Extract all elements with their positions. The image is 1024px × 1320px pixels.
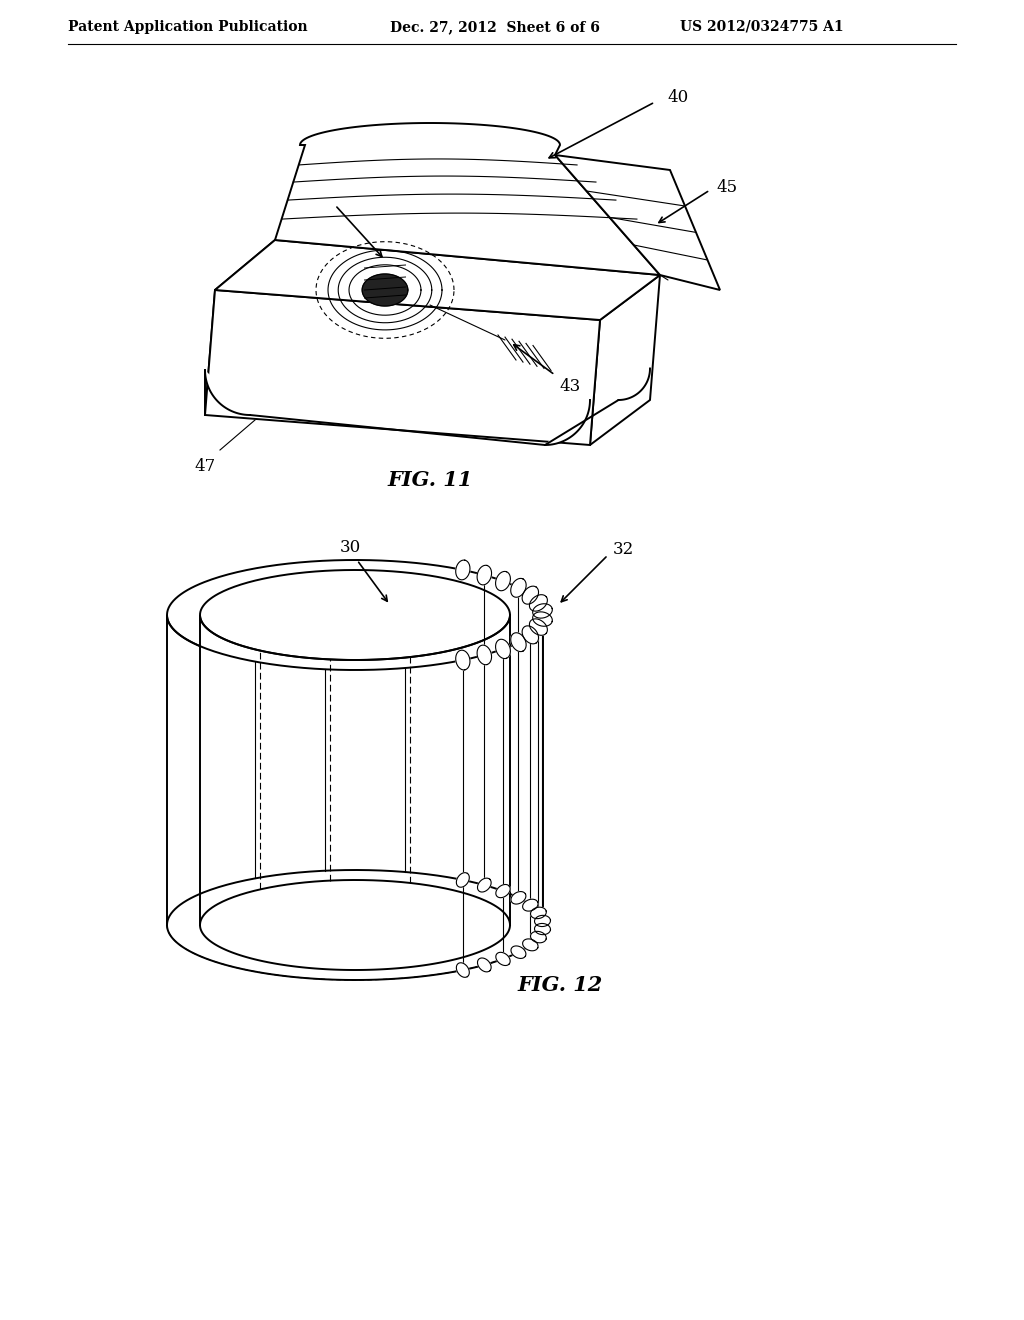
Text: US 2012/0324775 A1: US 2012/0324775 A1 (680, 20, 844, 34)
Polygon shape (529, 619, 548, 635)
Text: FIG. 11: FIG. 11 (387, 470, 473, 490)
Polygon shape (590, 275, 660, 445)
Polygon shape (477, 565, 492, 585)
Text: 32: 32 (613, 541, 634, 558)
Polygon shape (477, 645, 492, 665)
Polygon shape (215, 240, 660, 319)
Polygon shape (530, 932, 546, 942)
Polygon shape (496, 952, 510, 965)
Polygon shape (529, 595, 548, 611)
Polygon shape (511, 946, 526, 958)
Text: Patent Application Publication: Patent Application Publication (68, 20, 307, 34)
Polygon shape (200, 615, 510, 970)
Polygon shape (535, 924, 551, 935)
Polygon shape (555, 154, 720, 290)
Polygon shape (530, 907, 546, 919)
Polygon shape (522, 939, 538, 950)
Polygon shape (545, 400, 590, 445)
Polygon shape (205, 290, 600, 445)
Polygon shape (275, 123, 660, 275)
Text: 40: 40 (667, 90, 688, 107)
Polygon shape (522, 626, 539, 644)
Text: 47: 47 (195, 458, 216, 475)
Polygon shape (477, 958, 492, 972)
Text: 30: 30 (339, 539, 360, 556)
Polygon shape (456, 560, 470, 579)
Polygon shape (477, 878, 492, 892)
Polygon shape (532, 603, 552, 618)
Polygon shape (522, 586, 539, 605)
Polygon shape (532, 612, 552, 626)
Text: 43: 43 (559, 378, 581, 395)
Polygon shape (511, 632, 526, 652)
Polygon shape (457, 962, 469, 977)
Polygon shape (496, 572, 510, 591)
Polygon shape (456, 651, 470, 671)
Polygon shape (522, 899, 538, 911)
Polygon shape (535, 915, 551, 927)
Polygon shape (457, 873, 469, 887)
Polygon shape (496, 884, 510, 898)
Polygon shape (511, 578, 526, 597)
Text: FIG. 12: FIG. 12 (517, 975, 603, 995)
Text: 45: 45 (716, 178, 737, 195)
Polygon shape (205, 240, 275, 414)
Polygon shape (205, 370, 250, 414)
Text: 44: 44 (292, 191, 313, 209)
Text: Dec. 27, 2012  Sheet 6 of 6: Dec. 27, 2012 Sheet 6 of 6 (390, 20, 600, 34)
Polygon shape (511, 891, 526, 904)
Polygon shape (618, 368, 650, 400)
Polygon shape (496, 639, 510, 659)
Polygon shape (167, 615, 543, 979)
Polygon shape (362, 275, 408, 306)
Polygon shape (200, 570, 510, 660)
